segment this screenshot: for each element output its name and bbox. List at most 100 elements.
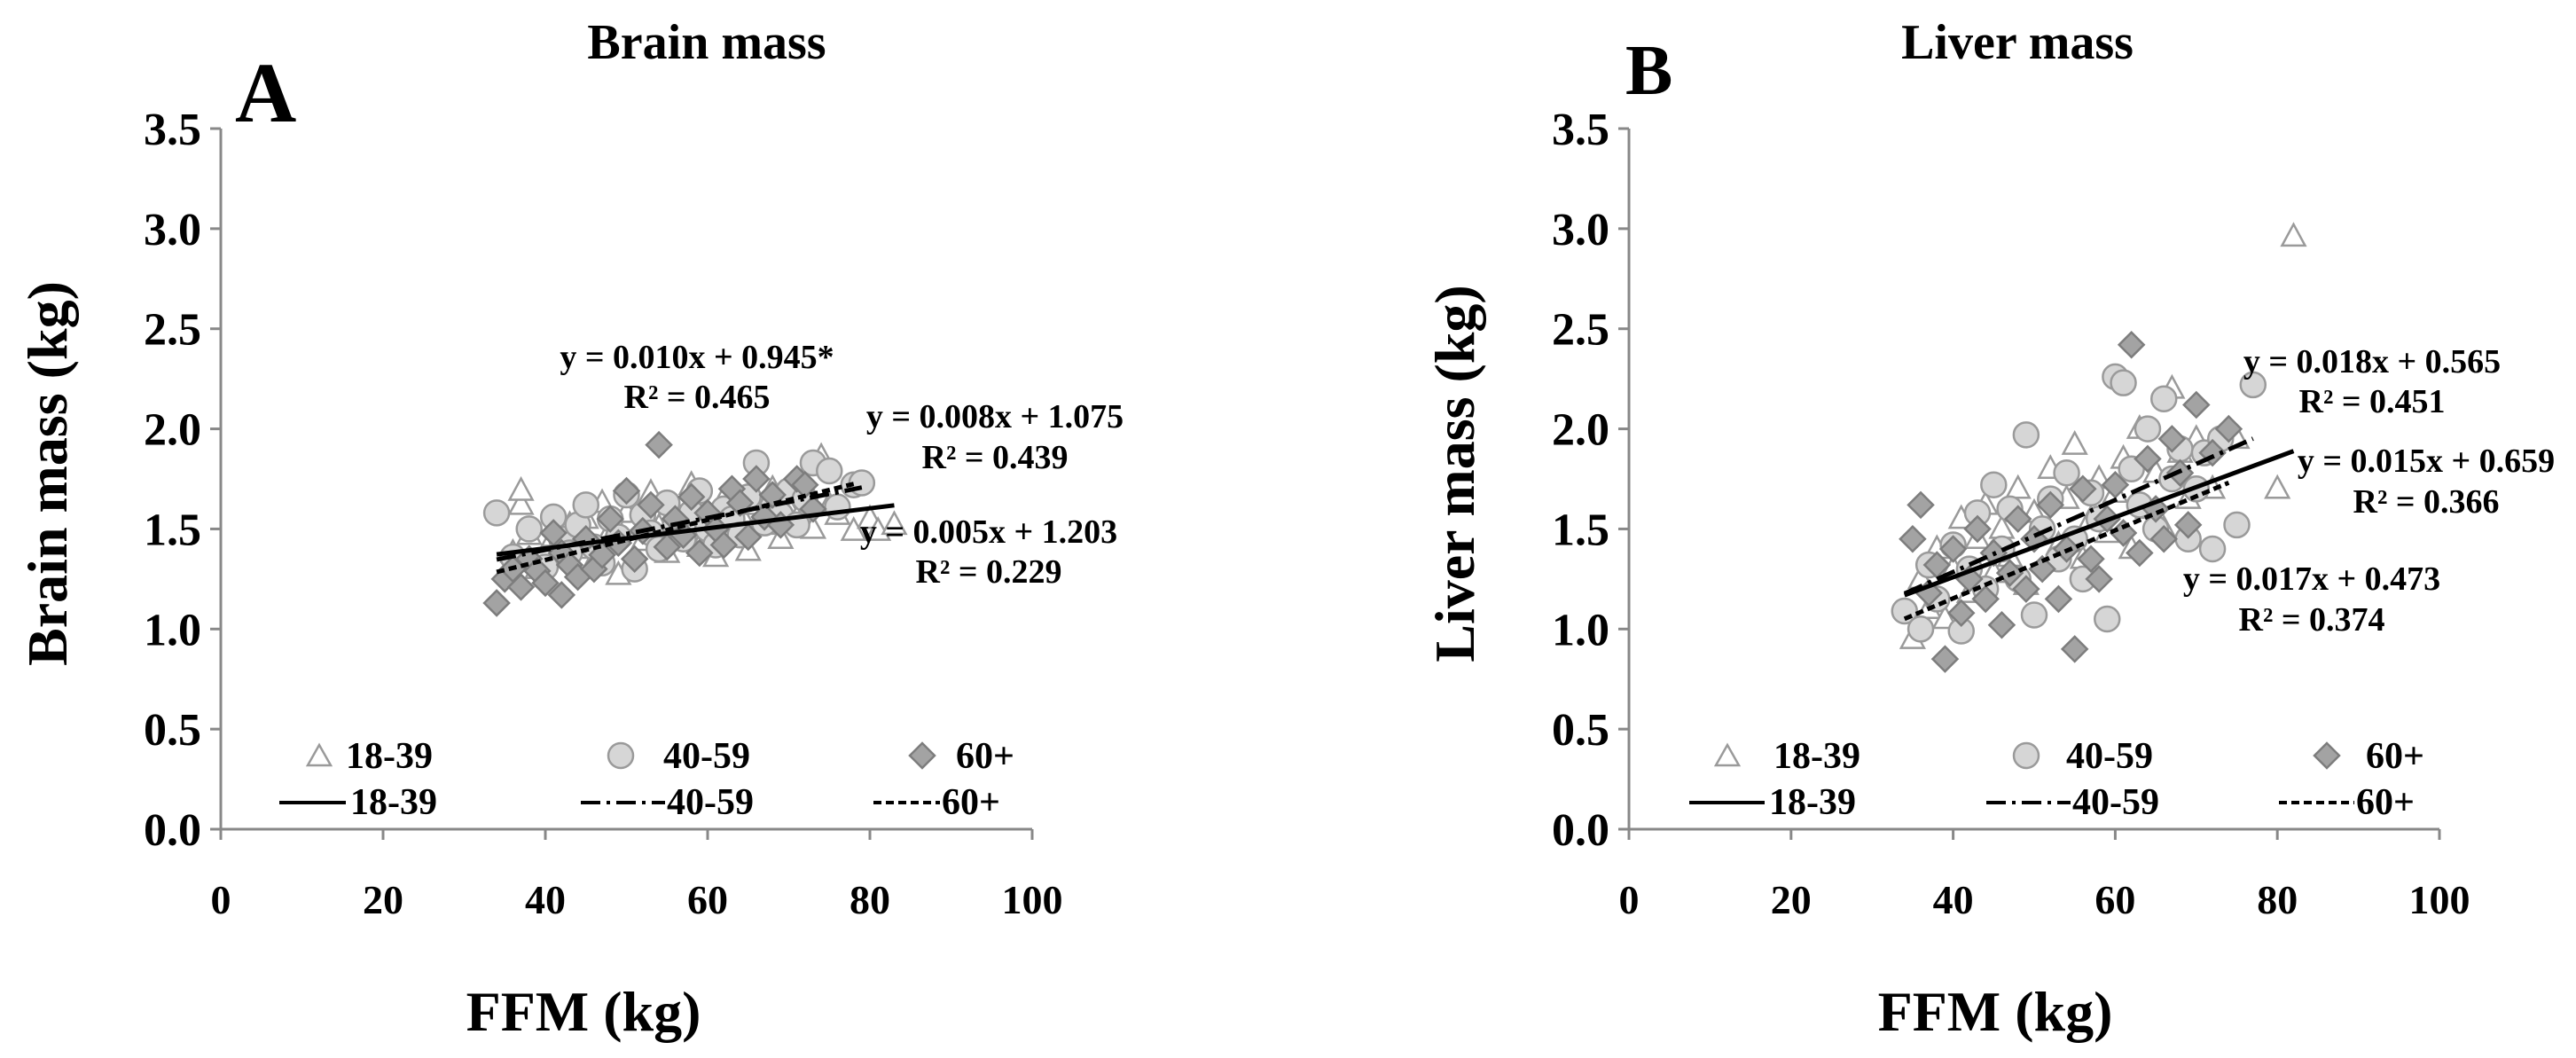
y-tick-label: 1.5 — [144, 505, 201, 555]
point-diamond-60plus — [2182, 390, 2211, 419]
point-diamond-60plus — [1971, 584, 2000, 614]
panel-b-regression-lines — [1903, 436, 2295, 622]
panel-a-title: Brain mass — [587, 15, 826, 70]
point-diamond-60plus — [596, 505, 624, 533]
point-circle-40-59 — [2198, 535, 2227, 563]
point-triangle-18-39 — [2264, 474, 2291, 499]
point-diamond-60plus — [1987, 611, 2016, 639]
panel-b-eq-40-59: y = 0.018x + 0.565 — [2243, 343, 2501, 380]
panel-b-legend: 18-39 40-59 60+ 18-39 40-59 60+ — [1689, 736, 2424, 823]
panel-b-x-ticks: 0 20 40 60 80 100 — [1619, 829, 2470, 922]
y-tick-label: 3.0 — [144, 205, 201, 255]
point-triangle-18-39 — [2280, 222, 2307, 247]
x-tick-label: 60 — [687, 877, 728, 922]
panel-a-eq-18-39: y = 0.005x + 1.203 — [860, 513, 1117, 551]
x-tick-label: 0 — [211, 877, 231, 922]
panel-a-legend: 18-39 40-59 60+ 18-39 40-59 60+ — [279, 736, 1014, 823]
point-circle-40-59 — [2110, 369, 2137, 396]
point-diamond-60plus — [685, 538, 714, 568]
point-diamond-60plus — [2036, 490, 2065, 520]
point-triangle-18-39 — [507, 475, 535, 501]
panel-a-y-axis-label: Brain mass (kg) — [16, 281, 79, 666]
x-tick-label: 80 — [850, 877, 890, 922]
panel-a-points — [482, 430, 908, 617]
point-diamond-60plus — [2060, 635, 2089, 663]
x-tick-label: 80 — [2257, 877, 2298, 922]
point-diamond-60plus — [531, 568, 560, 598]
panel-a: A Brain mass Brain mass (kg) FFM (kg) 0.… — [16, 15, 1124, 1043]
x-tick-label: 40 — [1933, 877, 1974, 922]
y-tick-label: 1.0 — [144, 605, 201, 655]
x-tick-label: 100 — [1002, 877, 1063, 922]
regression-line-40-59 — [496, 485, 863, 562]
point-diamond-60plus — [2126, 538, 2154, 568]
y-tick-label: 2.0 — [1552, 405, 1609, 456]
point-diamond-60plus — [2044, 584, 2073, 614]
x-tick-label: 0 — [1619, 877, 1640, 922]
point-diamond-60plus — [733, 522, 763, 552]
y-tick-label: 3.5 — [1552, 105, 1609, 155]
panel-b: B Liver mass Liver mass (kg) FFM (kg) 0.… — [1423, 15, 2555, 1043]
legend-marker-triangle — [305, 742, 333, 767]
legend-marker-label: 18-39 — [346, 736, 433, 777]
point-diamond-60plus — [2101, 471, 2130, 499]
point-diamond-60plus — [2214, 414, 2243, 443]
point-diamond-60plus — [742, 465, 771, 493]
x-tick-label: 100 — [2409, 877, 2470, 922]
legend-marker-label: 18-39 — [1773, 736, 1860, 777]
point-diamond-60plus — [637, 490, 665, 520]
point-diamond-60plus — [2077, 545, 2105, 574]
point-diamond-60plus — [1946, 599, 1976, 627]
y-tick-label: 2.0 — [144, 405, 201, 456]
panel-a-letter: A — [235, 45, 296, 140]
x-tick-label: 40 — [525, 877, 566, 922]
panel-a-r2-18-39: R² = 0.229 — [916, 553, 1062, 591]
point-diamond-60plus — [645, 430, 673, 459]
panel-a-eq-40-59: y = 0.008x + 1.075 — [866, 398, 1124, 435]
point-diamond-60plus — [653, 532, 682, 561]
legend-line-label: 60+ — [942, 782, 1000, 823]
point-diamond-60plus — [1907, 490, 1935, 520]
legend-marker-label: 60+ — [2366, 736, 2424, 777]
y-tick-label: 0.5 — [144, 705, 201, 756]
point-diamond-60plus — [677, 482, 706, 512]
regression-line-60plus — [1903, 480, 2230, 622]
panel-b-y-ticks: 0.0 0.5 1.0 1.5 2.0 2.5 3.0 3.5 — [1552, 105, 1629, 856]
point-circle-40-59 — [515, 515, 543, 543]
y-tick-label: 1.5 — [1552, 505, 1609, 555]
panel-a-equations: y = 0.010x + 0.945* R² = 0.465 y = 0.008… — [560, 339, 1124, 591]
panel-b-r2-18-39: R² = 0.366 — [2353, 483, 2500, 521]
x-tick-label: 20 — [363, 877, 403, 922]
point-diamond-60plus — [2117, 331, 2146, 359]
legend-line-label: 40-59 — [2072, 782, 2159, 823]
y-tick-label: 3.5 — [144, 105, 201, 155]
panel-b-points — [1891, 222, 2307, 673]
point-circle-40-59 — [2020, 601, 2048, 629]
y-tick-label: 0.5 — [1552, 705, 1609, 756]
point-diamond-60plus — [709, 530, 739, 560]
panel-a-regression-lines — [496, 482, 895, 575]
regression-line-40-59 — [1903, 436, 2254, 596]
legend-marker-triangle — [1713, 742, 1742, 767]
point-circle-40-59 — [1980, 471, 2008, 499]
legend-marker-label: 40-59 — [663, 736, 750, 777]
legend-marker-label: 40-59 — [2066, 736, 2153, 777]
point-triangle-18-39 — [840, 516, 867, 541]
point-diamond-60plus — [2198, 438, 2227, 467]
point-diamond-60plus — [2157, 425, 2187, 453]
point-diamond-60plus — [2003, 505, 2032, 533]
point-diamond-60plus — [2069, 474, 2097, 504]
regression-line-18-39 — [496, 503, 895, 557]
panel-a-x-axis-label: FFM (kg) — [466, 980, 701, 1043]
panel-a-r2-40-59: R² = 0.439 — [922, 439, 1069, 476]
point-diamond-60plus — [1938, 535, 1968, 563]
panel-a-eq-60plus: y = 0.010x + 0.945* — [560, 339, 834, 376]
panel-b-x-axis-label: FFM (kg) — [1878, 980, 2113, 1043]
panel-a-axes: 0.0 0.5 1.0 1.5 2.0 2.5 3.0 3.5 0 20 40 60 80 100 — [144, 105, 1063, 922]
point-circle-40-59 — [2134, 415, 2162, 443]
regression-line-18-39 — [1903, 449, 2295, 598]
point-diamond-60plus — [1963, 514, 1992, 544]
panel-b-r2-60plus: R² = 0.374 — [2239, 601, 2385, 639]
legend-marker-circle — [607, 741, 635, 770]
